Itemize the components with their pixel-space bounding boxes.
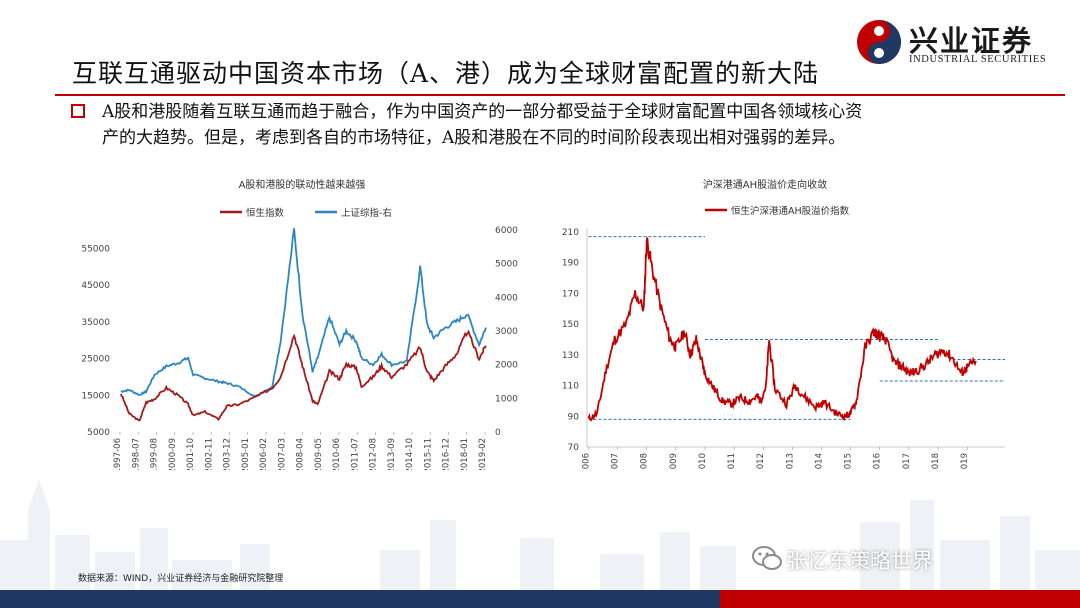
chart1-x-tick: 1999-08: [150, 438, 160, 470]
chart1-right-tick: 0: [495, 428, 501, 438]
chart1-x-tick: 2016-12: [442, 438, 452, 470]
chart2-x-tick: 2016: [873, 453, 883, 470]
chart1-x-tick: 2009-05: [314, 438, 324, 470]
chart1-left-tick: 35000: [81, 318, 110, 328]
chart2-y-tick: 130: [562, 351, 579, 361]
chart2-y-tick: 150: [562, 320, 579, 330]
chart1-x-tick: 2007-03: [277, 438, 287, 470]
chart1-right-tick: 2000: [495, 361, 518, 371]
chart2-x-tick: 2013: [785, 453, 795, 470]
chart1-x-tick: 2005-01: [241, 438, 251, 470]
chart1-left-tick: 25000: [81, 355, 110, 365]
chart2-y-tick: 170: [562, 289, 579, 299]
chart2-x-tick: 2010: [698, 453, 708, 470]
chart1-right-tick: 4000: [495, 293, 518, 303]
chart2-y-tick: 70: [568, 443, 580, 453]
chart2-x-tick: 2007: [611, 453, 621, 470]
chart2-x-tick: 2017: [902, 453, 912, 470]
watermark-text: 张忆东策略世界: [786, 549, 933, 573]
chart1-x-tick: 2002-11: [204, 438, 214, 470]
chart1-x-tick: 2003-12: [223, 438, 233, 470]
footer-bar-blue: [0, 590, 720, 608]
bullet-square-icon: [71, 104, 85, 118]
chart1-x-tick: 2011-07: [350, 438, 360, 470]
data-source-note: 数据来源：WIND，兴业证券经济与金融研究院整理: [78, 574, 284, 584]
chart-ah-premium: 沪深港通AH股溢价走向收敛恒生沪深港通AH股溢价指数 70 90 110 130 150 1…: [545, 170, 1025, 470]
chart1-legend: 恒生指数 上证综指-右: [220, 207, 392, 219]
chart2-x-tick: 2015: [844, 453, 854, 470]
chart1-right-tick: 5000: [495, 260, 518, 270]
chart1-left-tick: 45000: [81, 281, 110, 291]
chart1-x-tick: 2018-01: [460, 438, 470, 470]
chart1-x-tick: 1997-06: [113, 438, 123, 470]
legend-label-shcomp: 上证综指-右: [341, 207, 392, 219]
company-logo: 兴业证券 INDUSTRIAL SECURITIES: [855, 18, 1065, 68]
chart2-y-tick: 90: [568, 412, 580, 422]
legend-label-ah: 恒生沪深港通AH股溢价指数: [731, 205, 850, 217]
chart2-x-tick: 2009: [669, 453, 679, 470]
chart1-right-tick: 3000: [495, 327, 518, 337]
chart2-legend: 恒生沪深港通AH股溢价指数: [705, 205, 850, 217]
chart2-x-tick: 2014: [814, 453, 824, 470]
title-divider: [55, 94, 1065, 96]
chart2-x-tick: 2006: [581, 453, 591, 470]
chart1-x-tick: 2001-10: [186, 438, 196, 470]
chart2-x-tick: 2012: [756, 453, 766, 470]
chart1-x-tick: 2019-02: [478, 438, 488, 470]
chart2-y-tick: 110: [562, 382, 579, 392]
chart1-series-shcomp: [120, 228, 487, 398]
chart1-left-tick: 55000: [81, 244, 110, 254]
chart2-title: 沪深港通AH股溢价走向收敛: [703, 178, 827, 191]
wechat-icon: [752, 546, 782, 570]
chart2-x-tick: 2008: [640, 453, 650, 470]
chart1-series-hsi: [119, 329, 487, 422]
chart-hsi-vs-shcomp: A股和港股的联动性越来越强恒生指数 上证综指-右 5000 15000 25000 350…: [70, 170, 530, 470]
chart1-x-tick: 2010-06: [332, 438, 342, 470]
bullet-line-1: A股和港股随着互联互通而趋于融合，作为中国资产的一部分都受益于全球财富配置中国各…: [102, 102, 863, 122]
chart1-x-tick: 2012-08: [369, 438, 379, 470]
chart1-x-tick: 1998-07: [131, 438, 141, 470]
footer-bar-red: [720, 590, 1080, 608]
bullet-line-2: 产的大趋势。但是，考虑到各自的市场特征，A股和港股在不同的时间阶段表现出相对强弱…: [102, 128, 846, 148]
chart1-x-tick: 2015-11: [423, 438, 433, 470]
chart1-x-tick: 2008-04: [296, 438, 306, 470]
chart2-y-tick: 210: [562, 228, 579, 238]
chart2-series-ah: [587, 237, 977, 422]
chart1-left-tick: 15000: [81, 391, 110, 401]
chart1-x-tick: 2006-02: [259, 438, 269, 470]
chart1-x-tick: 2013-09: [387, 438, 397, 470]
chart2-x-tick: 2018: [931, 453, 941, 470]
chart2-x-tick: 2011: [727, 453, 737, 470]
chart1-x-tick: 2000-09: [168, 438, 178, 470]
chart1-right-tick: 6000: [495, 226, 518, 236]
chart2-x-tick: 2019: [960, 453, 970, 470]
page-title: 互联互通驱动中国资本市场（A、港）成为全球财富配置的新大陆: [72, 59, 820, 88]
logo-english-name: INDUSTRIAL SECURITIES: [909, 54, 1047, 65]
chart1-left-tick: 5000: [87, 428, 110, 438]
chart1-right-tick: 1000: [495, 394, 518, 404]
chart2-y-tick: 190: [562, 259, 579, 269]
legend-label-hsi: 恒生指数: [246, 207, 285, 219]
skyline-background: [0, 480, 1080, 592]
chart1-x-tick: 2014-10: [405, 438, 415, 470]
logo-chinese-name: 兴业证券: [909, 24, 1034, 58]
chart1-title: A股和港股的联动性越来越强: [239, 178, 366, 191]
logo-emblem-icon: [857, 20, 901, 64]
bullet-paragraph: A股和港股随着互联互通而趋于融合，作为中国资产的一部分都受益于全球财富配置中国各…: [102, 99, 1017, 151]
